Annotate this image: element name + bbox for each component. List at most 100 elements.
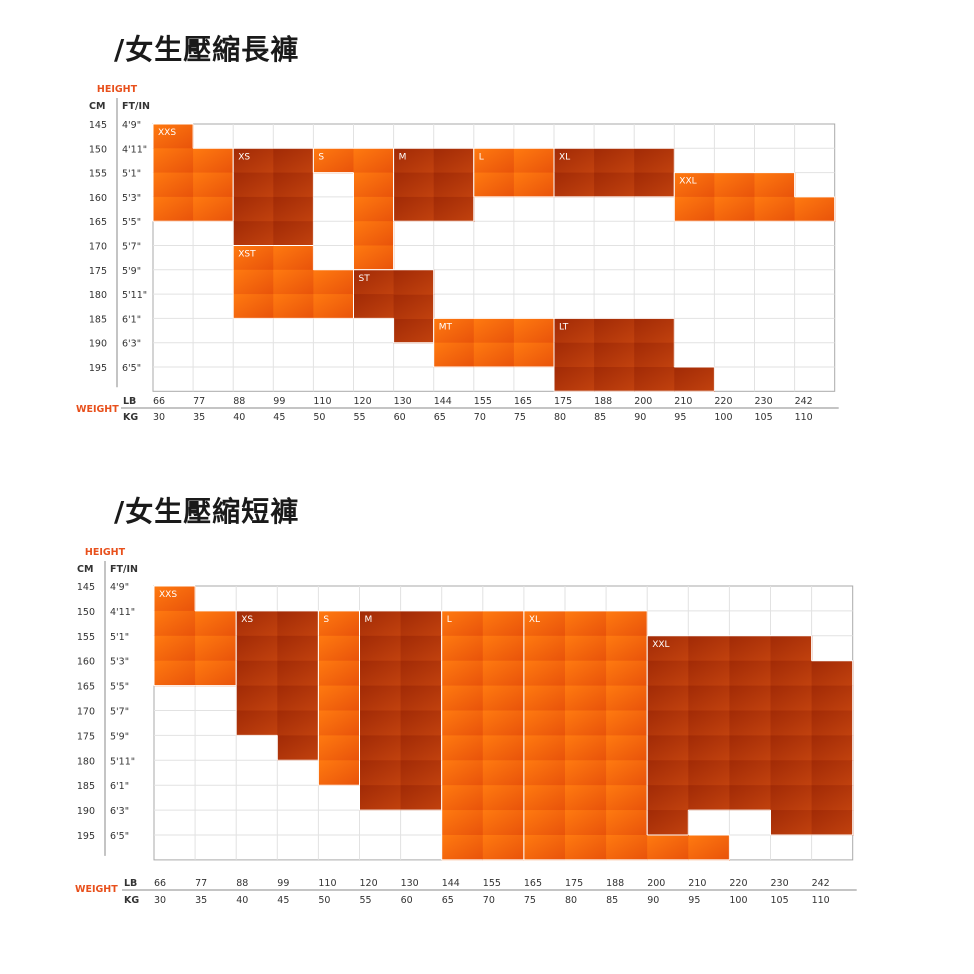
size-cell <box>523 660 566 687</box>
size-cell <box>523 760 566 786</box>
size-cell <box>393 318 435 344</box>
row-label-ftin: 6'5" <box>122 363 141 374</box>
size-cell <box>433 172 475 198</box>
size-cell <box>606 710 648 736</box>
col-label-kg: 70 <box>474 412 486 423</box>
size-cell <box>318 760 361 786</box>
size-cell <box>688 735 730 761</box>
col-label-lb: 188 <box>606 878 624 889</box>
size-cell <box>441 660 484 687</box>
size-cell <box>647 785 689 811</box>
size-cell <box>811 685 854 712</box>
row-label-ftin: 5'11" <box>110 756 135 767</box>
size-cell <box>441 710 484 736</box>
size-cell <box>594 148 635 174</box>
size-cell <box>729 635 772 662</box>
size-label-m: M <box>399 152 407 162</box>
size-cell <box>233 269 274 295</box>
size-cell <box>634 172 675 198</box>
size-cell <box>674 367 715 392</box>
size-cell <box>688 660 730 687</box>
size-cell <box>811 810 854 836</box>
col-label-lb: 99 <box>273 396 285 407</box>
size-cell <box>277 735 319 761</box>
size-cell <box>353 269 395 295</box>
size-label-xl: XL <box>529 615 540 625</box>
row-label-cm: 160 <box>89 193 107 204</box>
col-label-lb: 210 <box>674 396 692 407</box>
size-cell <box>523 785 566 811</box>
size-cell <box>513 342 555 368</box>
height-header: HEIGHT <box>97 84 138 95</box>
row-label-ftin: 5'9" <box>122 266 141 277</box>
row-label-ftin: 5'7" <box>122 242 141 253</box>
col-label-lb: 99 <box>277 878 289 889</box>
size-cell <box>233 148 274 174</box>
row-label-cm: 195 <box>77 831 95 842</box>
size-cell <box>153 148 194 174</box>
size-cell <box>400 660 443 687</box>
row-label-cm: 145 <box>89 120 107 131</box>
size-label-xl: XL <box>559 152 570 162</box>
size-cell <box>647 710 689 736</box>
size-label-st: ST <box>359 274 371 284</box>
size-cell <box>393 172 435 198</box>
col-label-kg: 30 <box>154 895 166 906</box>
lb-header: LB <box>123 396 136 407</box>
size-cell <box>318 735 361 761</box>
size-cell <box>565 785 607 811</box>
size-cell <box>236 710 278 736</box>
size-cell <box>193 196 234 222</box>
size-cell <box>353 148 395 174</box>
shorts-size-chart: HEIGHT CM FT/IN 145 4'9" 150 4'11" 155 5'1" 160 5'… <box>75 547 857 906</box>
size-cell <box>393 269 435 295</box>
cm-header: CM <box>89 101 105 112</box>
size-cell <box>482 685 525 712</box>
row-label-cm: 175 <box>89 266 107 277</box>
size-cell <box>400 685 443 712</box>
col-label-kg: 60 <box>401 895 413 906</box>
size-region-s: S <box>317 610 361 786</box>
size-cell <box>523 810 566 836</box>
size-cell <box>647 835 689 861</box>
size-cell <box>594 318 635 344</box>
size-cell <box>554 367 595 392</box>
size-cell <box>313 294 355 319</box>
size-cell <box>565 610 607 637</box>
size-cell <box>513 318 555 344</box>
size-cell <box>441 735 484 761</box>
size-cell <box>233 172 274 198</box>
row-label-ftin: 5'7" <box>110 707 129 718</box>
size-cell <box>523 835 566 861</box>
size-cell <box>523 635 566 662</box>
size-cell <box>193 148 234 174</box>
size-label-m: M <box>365 615 373 625</box>
row-label-cm: 170 <box>77 707 95 718</box>
size-cell <box>674 172 715 198</box>
size-cell <box>565 760 607 786</box>
col-label-kg: 80 <box>554 412 566 423</box>
size-cell <box>154 635 196 662</box>
size-cell <box>400 735 443 761</box>
size-cell <box>482 710 525 736</box>
size-region-l: L <box>441 610 525 861</box>
size-cell <box>359 735 402 761</box>
size-cell <box>318 635 361 662</box>
size-cell <box>441 635 484 662</box>
size-label-xxl: XXL <box>652 640 669 650</box>
row-label-ftin: 5'3" <box>122 193 141 204</box>
row-label-cm: 180 <box>77 756 95 767</box>
size-cell <box>433 196 475 222</box>
size-cell <box>273 245 314 271</box>
size-cell <box>594 172 635 198</box>
size-cell <box>273 172 314 198</box>
size-cell <box>236 685 278 712</box>
size-cell <box>647 760 689 786</box>
col-label-lb: 130 <box>394 396 412 407</box>
cm-header: CM <box>77 564 93 575</box>
size-cell <box>441 685 484 712</box>
size-cell <box>647 635 689 662</box>
size-cell <box>318 710 361 736</box>
size-cell <box>393 196 435 222</box>
col-label-lb: 155 <box>483 878 501 889</box>
